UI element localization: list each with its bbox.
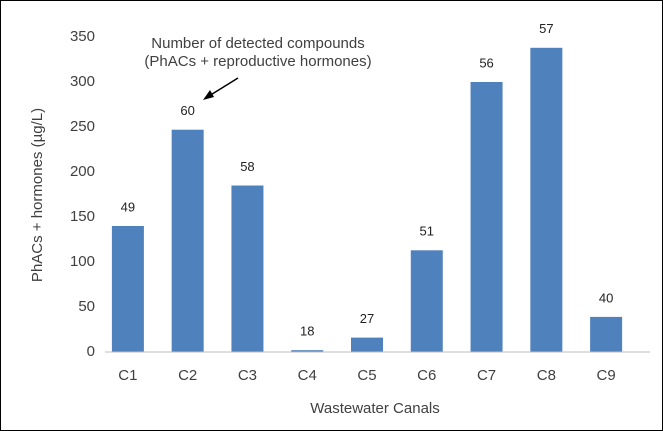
- bar: [231, 185, 264, 352]
- y-tick-label: 0: [87, 343, 95, 360]
- arrow-head: [203, 90, 214, 100]
- bar-label: 27: [360, 311, 374, 326]
- x-tick-label: C3: [238, 367, 257, 384]
- bar-label: 58: [240, 159, 254, 174]
- y-tick-label: 300: [70, 73, 95, 90]
- y-axis-title: PhACs + hormones (µg/L): [29, 108, 46, 282]
- bar-label: 18: [300, 324, 314, 339]
- x-tick-label: C9: [597, 367, 616, 384]
- y-tick-label: 350: [70, 28, 95, 45]
- bar: [111, 226, 144, 352]
- bar-label: 60: [180, 103, 194, 118]
- bar-label: 57: [539, 21, 553, 36]
- y-tick-label: 150: [70, 208, 95, 225]
- y-tick-label: 100: [70, 253, 95, 270]
- bar: [530, 47, 563, 353]
- bar: [171, 129, 204, 352]
- annotation: Number of detected compounds: [151, 35, 364, 52]
- bar-label: 49: [121, 199, 135, 214]
- x-tick-label: C5: [357, 367, 376, 384]
- bar: [470, 82, 503, 352]
- annotation: (PhACs + reproductive hormones): [144, 53, 371, 70]
- x-tick-label: C1: [118, 367, 137, 384]
- y-tick-label: 250: [70, 118, 95, 135]
- x-tick-label: C2: [178, 367, 197, 384]
- bar: [410, 250, 443, 352]
- bar-label: 51: [420, 224, 434, 239]
- bar: [291, 350, 324, 352]
- bar-label: 56: [479, 55, 493, 70]
- x-tick-label: C4: [298, 367, 317, 384]
- bar-label: 40: [599, 290, 613, 305]
- arrow-line: [208, 77, 239, 97]
- bar: [590, 316, 623, 352]
- x-axis-title: Wastewater Canals: [310, 400, 440, 417]
- x-tick-label: C6: [417, 367, 436, 384]
- y-tick-label: 50: [78, 298, 95, 315]
- x-tick-label: C8: [537, 367, 556, 384]
- y-tick-label: 200: [70, 163, 95, 180]
- x-tick-label: C7: [477, 367, 496, 384]
- bar: [351, 337, 383, 352]
